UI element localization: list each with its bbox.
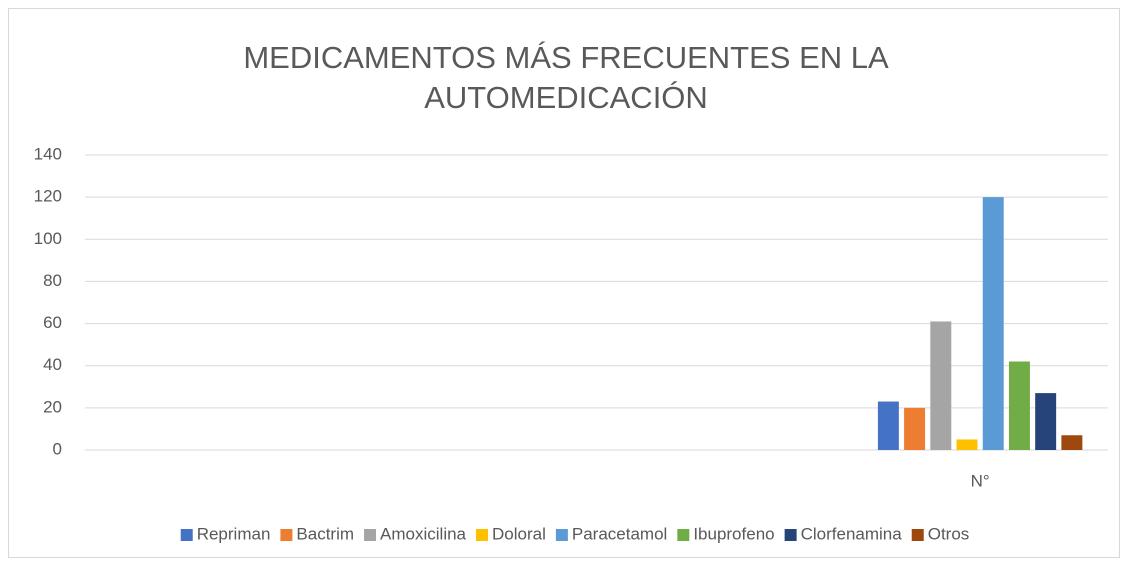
bar	[1061, 435, 1083, 450]
legend-swatch	[364, 529, 377, 541]
y-tick-label: 20	[43, 397, 62, 416]
bar	[982, 197, 1004, 450]
legend-label: Paracetamol	[572, 524, 667, 543]
legend-label: Bactrim	[296, 524, 354, 543]
legend-label: Amoxicilina	[380, 524, 467, 543]
bar	[930, 321, 952, 450]
legend-label: Repriman	[197, 524, 271, 543]
y-tick-label: 80	[43, 271, 62, 290]
legend-label: Ibuprofeno	[693, 524, 774, 543]
bar	[1035, 393, 1057, 450]
legend-label: Otros	[928, 524, 970, 543]
y-tick-label: 100	[34, 229, 62, 248]
legend-swatch	[280, 529, 293, 541]
legend-label: Clorfenamina	[801, 524, 903, 543]
chart-title: MEDICAMENTOS MÁS FRECUENTES EN LA AUTOME…	[243, 40, 889, 115]
legend-swatch	[476, 529, 489, 541]
bar	[877, 401, 899, 450]
y-tick-label: 60	[43, 313, 62, 332]
bar	[904, 407, 926, 450]
y-tick-label: 120	[34, 187, 62, 206]
bar	[1008, 361, 1030, 450]
legend-swatch	[555, 529, 568, 541]
y-tick-label: 0	[53, 439, 62, 458]
legend-label: Doloral	[492, 524, 546, 543]
legend-swatch	[911, 529, 924, 541]
x-tick-label: N°	[971, 471, 990, 490]
y-tick-label: 40	[43, 355, 62, 374]
legend-swatch	[784, 529, 797, 541]
y-tick-label: 140	[34, 144, 62, 163]
legend-swatch	[180, 529, 193, 541]
chart-frame	[8, 8, 1120, 558]
legend-swatch	[677, 529, 690, 541]
bar	[956, 439, 978, 450]
